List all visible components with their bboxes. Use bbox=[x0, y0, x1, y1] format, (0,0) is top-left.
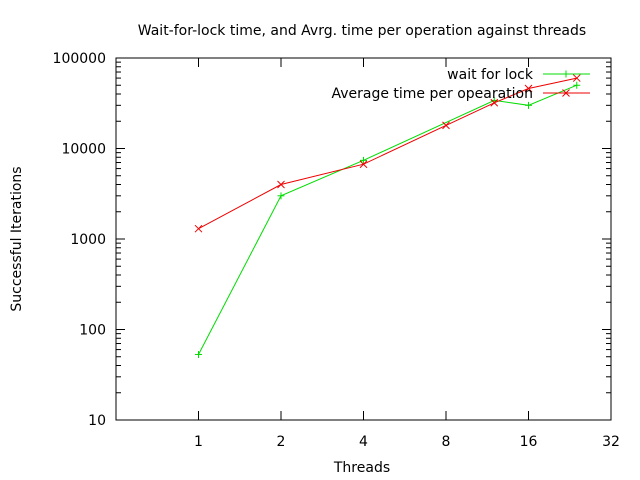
series-average-time-per-opearation bbox=[194, 74, 581, 233]
data-point bbox=[442, 121, 450, 130]
y-tick-label: 100 bbox=[79, 323, 106, 339]
legend-marker-d2 bbox=[562, 89, 570, 97]
data-point bbox=[572, 74, 581, 82]
y-tick-label: 10 bbox=[88, 413, 106, 429]
x-axis-label: Threads bbox=[333, 460, 390, 476]
data-point-marker-d2 bbox=[194, 224, 203, 233]
data-point bbox=[573, 81, 581, 89]
x-tick-label: 1 bbox=[194, 434, 203, 450]
data-point bbox=[525, 101, 532, 109]
data-point-marker-d2 bbox=[442, 121, 450, 130]
legend-label: wait for lock bbox=[447, 67, 534, 83]
x-tick-label: 32 bbox=[602, 434, 620, 450]
data-point bbox=[277, 180, 285, 189]
x-axis: 1 2 4 8 16 32 bbox=[194, 58, 620, 450]
data-point bbox=[490, 98, 499, 107]
data-point-marker-d2 bbox=[524, 84, 533, 93]
x-tick-label: 8 bbox=[442, 434, 451, 450]
y-tick-label: 10000 bbox=[61, 142, 106, 158]
series-layer bbox=[194, 74, 581, 358]
y-axis: 10 100 1000 10000 100000 bbox=[53, 51, 611, 429]
chart-title: Wait-for-lock time, and Avrg. time per o… bbox=[138, 23, 586, 39]
data-point-marker-d2 bbox=[359, 160, 368, 169]
data-point-marker-d2 bbox=[277, 180, 285, 189]
data-point bbox=[360, 156, 367, 164]
y-tick-label: 1000 bbox=[70, 232, 106, 248]
series-line bbox=[198, 84, 577, 355]
data-point bbox=[277, 192, 285, 200]
x-tick-label: 4 bbox=[359, 434, 368, 450]
x-tick-label: 2 bbox=[277, 434, 286, 450]
legend-item: wait for lock bbox=[447, 67, 590, 83]
plot-frame bbox=[115, 57, 612, 421]
legend-label: Average time per opearation bbox=[331, 86, 533, 102]
data-point bbox=[194, 224, 203, 233]
series-wait-for-lock bbox=[195, 81, 581, 358]
data-point bbox=[195, 350, 202, 358]
data-point-marker-d2 bbox=[572, 74, 581, 82]
data-point-marker-d2 bbox=[490, 98, 499, 107]
y-tick-label: 100000 bbox=[53, 51, 106, 67]
y-axis-label: Successful Iterations bbox=[9, 166, 25, 311]
data-point bbox=[524, 84, 533, 93]
legend: wait for lock Average time per opearation bbox=[331, 67, 590, 102]
data-point bbox=[359, 160, 368, 169]
x-tick-label: 16 bbox=[520, 434, 538, 450]
legend-item: Average time per opearation bbox=[331, 86, 590, 102]
